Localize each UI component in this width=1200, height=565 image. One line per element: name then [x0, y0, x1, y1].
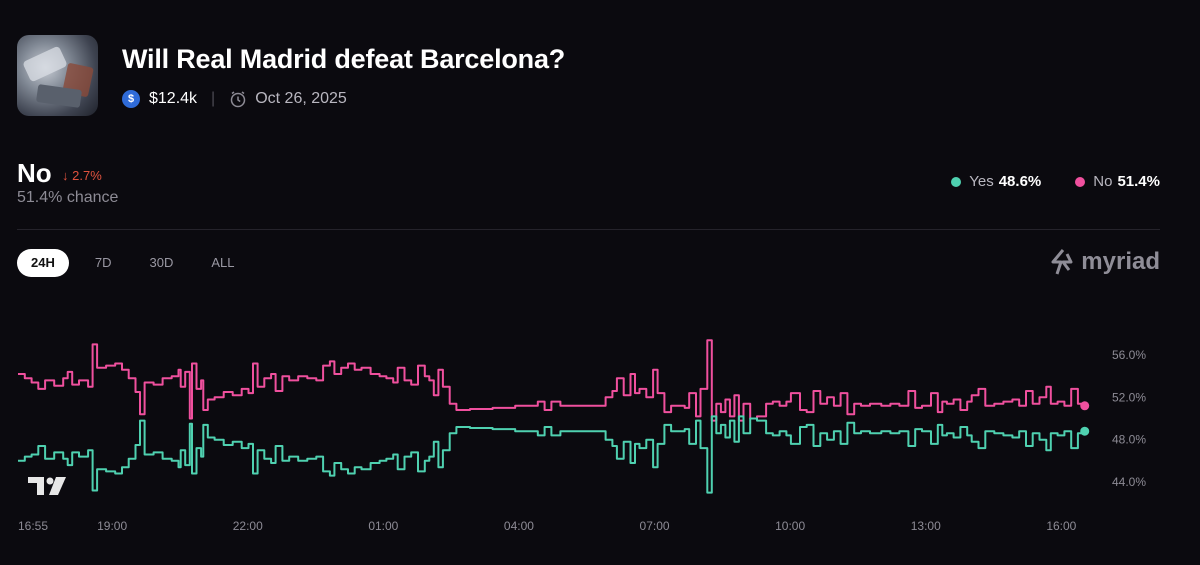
market-thumbnail — [17, 35, 98, 116]
series-end-point-no — [1080, 401, 1090, 411]
myriad-logo-icon — [1051, 249, 1073, 275]
outcome-name: No — [17, 158, 52, 188]
y-tick-label: 56.0% — [1112, 348, 1146, 362]
end-date: Oct 26, 2025 — [255, 90, 347, 107]
arrow-down-icon: ↓ — [62, 168, 69, 183]
legend-yes-value: 48.6% — [998, 173, 1042, 190]
outcome-chance: 51.4% chance — [17, 189, 119, 206]
x-tick-label: 04:00 — [504, 519, 534, 533]
x-tick-label: 13:00 — [911, 519, 941, 533]
brand-logo: myriad — [1049, 248, 1160, 276]
brand-name: myriad — [1081, 248, 1160, 275]
tradingview-logo-icon — [28, 477, 66, 495]
series-end-point-yes — [1080, 426, 1090, 436]
time-range-tabs: 24H 7D 30D ALL — [17, 249, 258, 277]
x-tick-label: 22:00 — [233, 519, 263, 533]
y-tick-label: 48.0% — [1112, 433, 1146, 447]
market-meta: $ $12.4k | Oct 26, 2025 — [122, 88, 347, 110]
tab-30d[interactable]: 30D — [149, 255, 174, 270]
x-tick-label: 10:00 — [775, 519, 805, 533]
x-tick-label: 16:55 — [18, 519, 48, 533]
tab-7d[interactable]: 7D — [94, 255, 112, 270]
legend-no-value: 51.4% — [1117, 173, 1160, 190]
market-title: Will Real Madrid defeat Barcelona? — [122, 44, 566, 74]
legend-yes-label: Yes — [969, 173, 994, 190]
chart-legend: Yes 48.6% No 51.4% — [951, 173, 1160, 190]
usdc-coin-icon: $ — [122, 90, 140, 108]
x-tick-label: 07:00 — [640, 519, 670, 533]
meta-divider: | — [211, 90, 216, 107]
section-divider — [17, 229, 1160, 230]
no-dot-icon — [1075, 176, 1086, 187]
series-line-no — [18, 339, 1086, 422]
clock-icon — [229, 90, 247, 108]
legend-yes: Yes 48.6% — [951, 173, 1041, 190]
price-chart: 56.0% 52.0% 48.0% 44.0% 16:55 19:00 22:00 01:00… — [18, 339, 1146, 533]
legend-no-label: No — [1093, 173, 1113, 190]
volume-value: $12.4k — [149, 90, 198, 107]
legend-no: No 51.4% — [1075, 173, 1160, 190]
price-change-value: 2.7% — [72, 168, 102, 183]
series-line-yes — [18, 415, 1086, 494]
y-tick-label: 44.0% — [1112, 475, 1146, 489]
x-tick-label: 19:00 — [97, 519, 127, 533]
tab-24h[interactable]: 24H — [17, 249, 69, 277]
price-change: ↓ 2.7% — [62, 168, 102, 183]
x-tick-label: 01:00 — [368, 519, 398, 533]
yes-dot-icon — [951, 176, 962, 187]
y-tick-label: 52.0% — [1112, 390, 1146, 404]
tab-all[interactable]: ALL — [211, 255, 235, 270]
x-tick-label: 16:00 — [1046, 519, 1076, 533]
